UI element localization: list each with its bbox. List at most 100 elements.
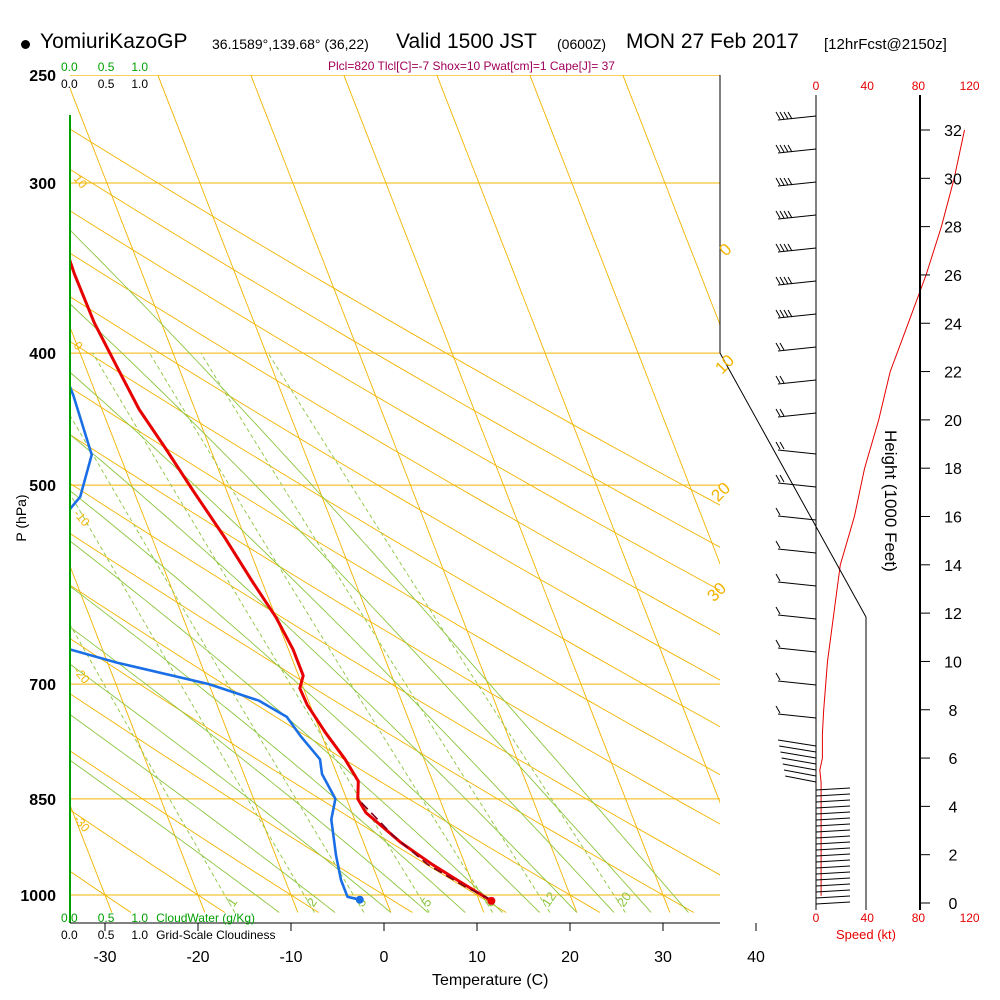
wind-barb-flag [775, 177, 781, 186]
wind-barb-flag [779, 309, 785, 318]
wind-barb-flag [787, 243, 793, 252]
speed-top-tick-label: 40 [861, 79, 875, 93]
moist-adiabat-line [70, 663, 392, 913]
wind-barb [783, 769, 817, 777]
plot-frame [69, 75, 921, 924]
dry-adiabat-line [70, 210, 720, 591]
dry-adiabat-line [70, 693, 413, 913]
cl-top-tick-2: 1.0 [131, 77, 149, 91]
wind-barb [777, 412, 817, 418]
wind-barb [815, 889, 851, 893]
wind-barb-flag [779, 408, 785, 417]
wind-barb-flag [775, 573, 781, 582]
moist-adiabat-line [70, 540, 503, 913]
dry-adiabat-line [70, 584, 601, 913]
cw-bottom-tick-0: 0.0 [61, 911, 78, 925]
wind-barb [777, 115, 817, 121]
height-tick-label: 16 [944, 510, 962, 527]
dry-adiabat-line [70, 482, 720, 876]
wind-barb-flag [779, 111, 785, 120]
mixing-ratio-line [200, 352, 551, 913]
height-tick-label: 6 [949, 751, 958, 768]
wind-barb-flag [783, 111, 789, 120]
moist-adiabat-line [70, 490, 540, 913]
wind-barb [777, 379, 817, 385]
height-tick-label: 28 [944, 220, 962, 237]
station-coords: 36.1589°,139.68° (36,22) [212, 36, 369, 52]
temperature-tick-label: -30 [93, 949, 116, 966]
station-name: YomiuriKazoGP [40, 30, 188, 53]
wind-barb [780, 751, 817, 759]
height-tick-label: 14 [944, 558, 962, 575]
wind-barb-flag [779, 474, 785, 483]
thermo-grid: 123581220 [70, 75, 720, 913]
wind-barb-flag [775, 672, 781, 681]
dry-adiabat-line [70, 252, 720, 636]
wind-barb-flag [775, 243, 781, 252]
wind-barb [777, 346, 817, 352]
height-tick-label: 20 [944, 413, 962, 430]
wind-barb-flag [779, 243, 785, 252]
isotherm-line [622, 75, 720, 326]
height-tick-label: 12 [944, 606, 962, 623]
wind-barb-flag [783, 144, 789, 153]
cw-top-tick-2: 1.0 [131, 60, 149, 74]
wind-barb [781, 757, 817, 765]
wind-barb [777, 482, 817, 488]
wind-barb [815, 853, 851, 857]
wind-barb [815, 811, 851, 815]
wind-barb [777, 581, 817, 587]
wind-barb [777, 449, 817, 455]
stability-indices: Plcl=820 Tlcl[C]=-7 Shox=10 Pwat[cm]=1 C… [328, 59, 615, 73]
wind-barb-flag [775, 639, 781, 648]
height-tick-label: 26 [944, 268, 962, 285]
wind-barb [815, 823, 851, 827]
sounding-profiles [70, 256, 496, 905]
speed-top-tick-label: 0 [813, 79, 820, 93]
tropopause-envelope [719, 352, 867, 618]
speed-bottom-tick-label: 120 [960, 911, 980, 925]
wind-barb [777, 181, 817, 187]
wind-barb-flag [787, 210, 793, 219]
wind-barb [777, 739, 817, 747]
cloudwater-top-scale: 0.0 0.5 1.0 [61, 60, 148, 74]
wind-barb-flag [787, 276, 793, 285]
wind-barb [815, 835, 851, 839]
moist-adiabat-line [70, 759, 280, 913]
forecast-info: [12hrFcst@2150z] [824, 36, 947, 53]
cl-bottom-tick-0: 0.0 [61, 928, 78, 942]
wind-barb [815, 799, 851, 803]
wind-barb-flag [779, 177, 785, 186]
wind-barb [777, 214, 817, 220]
wind-barb [815, 787, 851, 791]
mixing-ratio-line [70, 414, 365, 913]
axis-labels: 100-10-20-300102030250300400500700850100… [20, 68, 980, 966]
cloudiness-label: Grid-Scale Cloudiness [156, 928, 276, 942]
temperature-tick-label: 30 [654, 949, 672, 966]
isotherm-line [436, 75, 720, 804]
wind-barb [815, 871, 851, 875]
wind-barb [815, 877, 851, 881]
wind-barb-flag [783, 276, 789, 285]
wind-barb-flag [779, 276, 785, 285]
dewpoint-line [70, 383, 361, 901]
cl-bottom-tick-1: 0.5 [97, 928, 115, 942]
wind-barb [777, 713, 817, 719]
temperature-tick-label: 20 [561, 949, 579, 966]
pressure-tick-label: 850 [29, 792, 56, 809]
wind-barb [777, 247, 817, 253]
isotherm-line [529, 75, 720, 565]
x-axis-title: Temperature (C) [432, 972, 549, 989]
height-tick-label: 32 [944, 123, 962, 140]
temperature-tick-label: -10 [279, 949, 302, 966]
wind-barb-flag [787, 111, 793, 120]
surface-temperature-dot [487, 896, 496, 905]
wind-barb [777, 548, 817, 554]
y-axis-title: P (hPa) [13, 494, 29, 542]
height-tick-label: 0 [949, 896, 958, 913]
wind-barb [777, 148, 817, 154]
wind-barb-flag [783, 177, 789, 186]
mixing-ratio-line [92, 352, 430, 913]
dry-adiabat-line [70, 128, 720, 506]
